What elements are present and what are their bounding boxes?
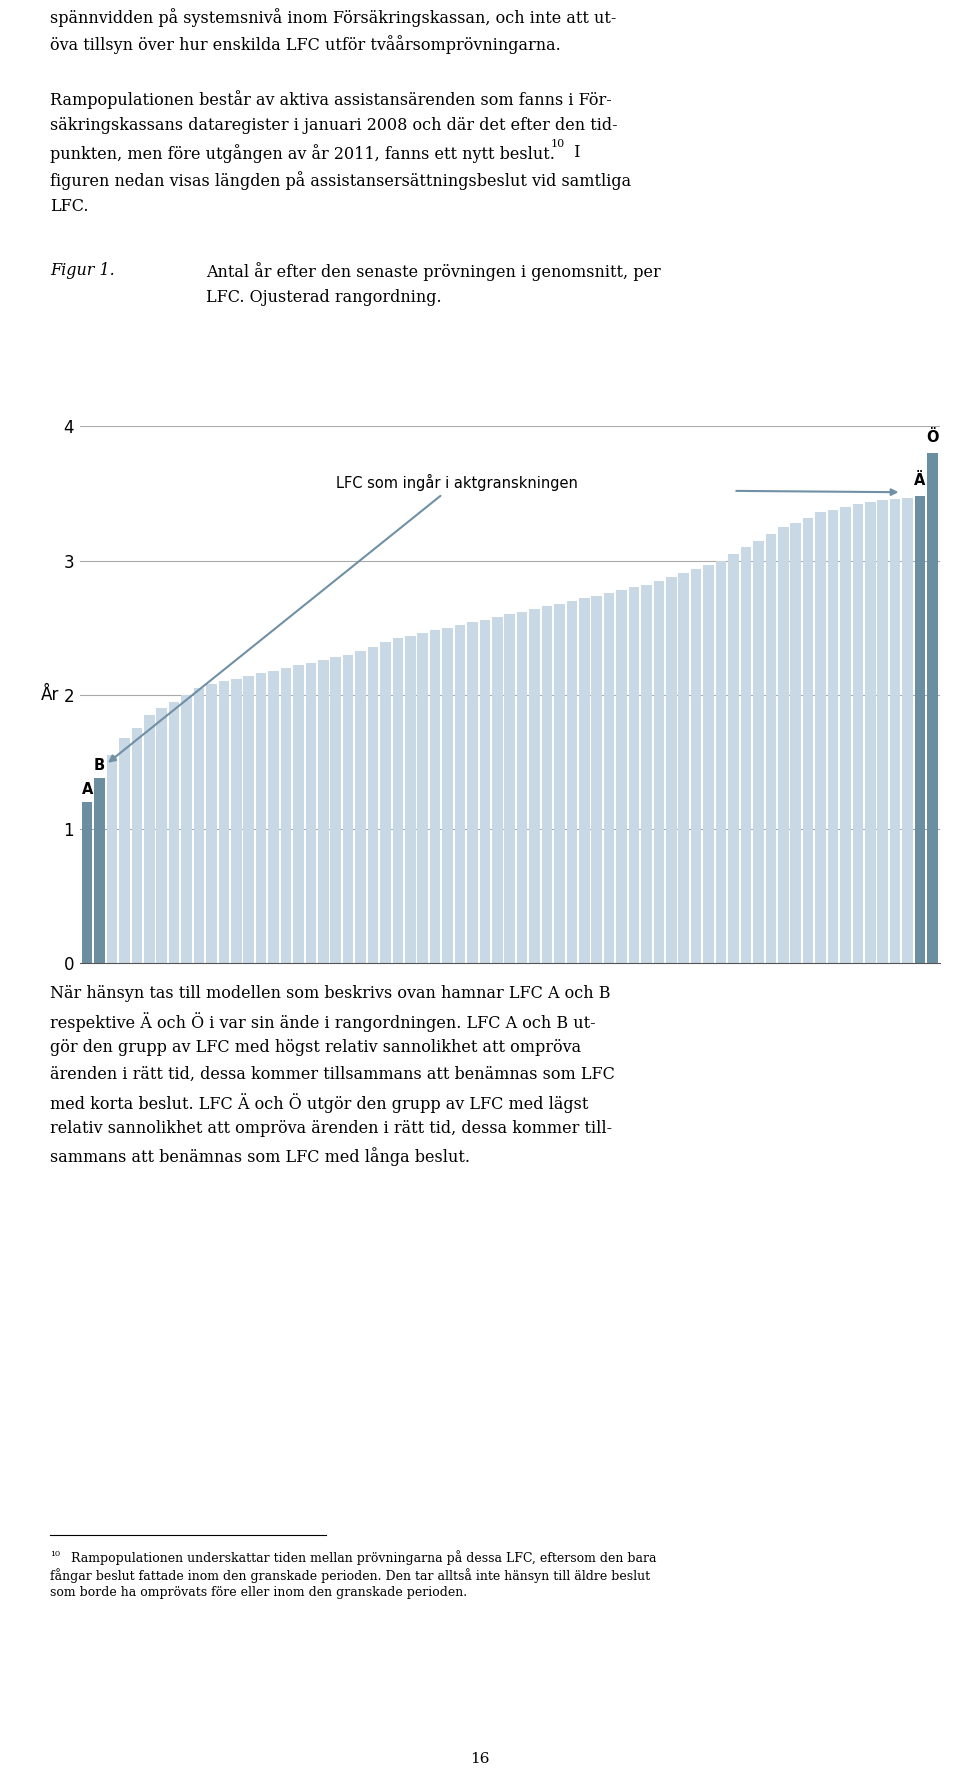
Text: Rampopulationen underskattar tiden mellan prövningarna på dessa LFC, eftersom de: Rampopulationen underskattar tiden mella… [71,1550,657,1566]
Text: Ö: Ö [926,430,939,446]
Bar [393,638,403,963]
Bar [468,622,478,963]
Bar [828,510,838,963]
Bar [268,670,278,963]
Bar [430,631,441,963]
Bar [765,533,776,963]
Bar [790,522,801,963]
Text: punkten, men före utgången av år 2011, fanns ett nytt beslut.: punkten, men före utgången av år 2011, f… [50,144,555,163]
Bar [865,501,876,963]
Bar [815,512,826,963]
Bar [504,615,516,963]
Bar [231,679,242,963]
Bar [741,547,752,963]
Text: 16: 16 [470,1752,490,1766]
Text: fångar beslut fattade inom den granskade perioden. Den tar alltså inte hänsyn ti: fångar beslut fattade inom den granskade… [50,1567,650,1583]
Text: respektive Ä och Ö i var sin ände i rangordningen. LFC A och B ut-: respektive Ä och Ö i var sin ände i rang… [50,1011,595,1032]
Text: spännvidden på systemsnivå inom Försäkringskassan, och inte att ut-: spännvidden på systemsnivå inom Försäkri… [50,9,616,27]
Bar [654,581,664,963]
Bar [368,647,378,963]
Bar [691,569,702,963]
Bar [305,663,316,963]
Text: Figur 1.: Figur 1. [50,261,114,279]
Bar [318,659,328,963]
Bar [82,801,92,963]
Bar [480,620,491,963]
Bar [927,453,938,963]
Text: med korta beslut. LFC Ä och Ö utgör den grupp av LFC med lägst: med korta beslut. LFC Ä och Ö utgör den … [50,1093,588,1112]
Bar [355,650,366,963]
Bar [666,578,677,963]
Bar [181,695,192,963]
Text: figuren nedan visas längden på assistansersättningsbeslut vid samtliga: figuren nedan visas längden på assistans… [50,171,631,190]
Text: säkringskassans dataregister i januari 2008 och där det efter den tid-: säkringskassans dataregister i januari 2… [50,117,617,133]
Bar [529,610,540,963]
Bar [418,633,428,963]
Bar [219,681,229,963]
Bar [890,499,900,963]
Bar [132,729,142,963]
Bar [380,643,391,963]
Text: LFC. Ojusterad rangordning.: LFC. Ojusterad rangordning. [206,290,442,306]
Text: öva tillsyn över hur enskilda LFC utför tvåårsomprövningarna.: öva tillsyn över hur enskilda LFC utför … [50,36,561,53]
Bar [194,688,204,963]
Bar [443,627,453,963]
Bar [566,601,577,963]
Bar [591,595,602,963]
Text: B: B [94,757,106,773]
Bar [616,590,627,963]
Bar [492,617,503,963]
Bar [94,778,105,963]
Y-axis label: År: År [40,686,59,704]
Bar [902,498,913,963]
Bar [704,565,714,963]
Text: Antal år efter den senaste prövningen i genomsnitt, per: Antal år efter den senaste prövningen i … [206,261,661,281]
Bar [915,496,925,963]
Bar [169,702,180,963]
Bar [119,737,130,963]
Bar [716,562,727,963]
Bar [144,714,155,963]
Bar [641,585,652,963]
Bar [803,517,813,963]
Text: När hänsyn tas till modellen som beskrivs ovan hamnar LFC A och B: När hänsyn tas till modellen som beskriv… [50,984,611,1002]
Bar [256,673,267,963]
Bar [629,588,639,963]
Bar [516,611,527,963]
Bar [206,684,217,963]
Bar [107,755,117,963]
Bar [280,668,291,963]
Text: Rampopulationen består av aktiva assistansärenden som fanns i För-: Rampopulationen består av aktiva assista… [50,91,612,108]
Text: I: I [569,144,581,162]
Bar [840,506,851,963]
Text: sammans att benämnas som LFC med långa beslut.: sammans att benämnas som LFC med långa b… [50,1146,470,1166]
Bar [343,654,353,963]
Text: A: A [82,782,93,796]
Bar [852,505,863,963]
Bar [293,665,303,963]
Bar [729,554,739,963]
Bar [679,572,689,963]
Bar [156,709,167,963]
Bar [778,528,788,963]
Bar [579,599,589,963]
Text: LFC som ingår i aktgranskningen: LFC som ingår i aktgranskningen [109,474,578,761]
Text: relativ sannolikhet att ompröva ärenden i rätt tid, dessa kommer till-: relativ sannolikhet att ompröva ärenden … [50,1120,612,1137]
Bar [405,636,416,963]
Text: Ä: Ä [914,473,925,489]
Text: som borde ha omprövats före eller inom den granskade perioden.: som borde ha omprövats före eller inom d… [50,1587,468,1599]
Bar [604,594,614,963]
Bar [330,657,341,963]
Text: LFC.: LFC. [50,197,88,215]
Bar [244,675,254,963]
Text: ärenden i rätt tid, dessa kommer tillsammans att benämnas som LFC: ärenden i rätt tid, dessa kommer tillsam… [50,1066,614,1082]
Text: ¹⁰: ¹⁰ [50,1550,60,1564]
Bar [753,540,763,963]
Bar [541,606,552,963]
Bar [877,501,888,963]
Text: gör den grupp av LFC med högst relativ sannolikhet att ompröva: gör den grupp av LFC med högst relativ s… [50,1040,581,1056]
Bar [554,604,564,963]
Bar [455,626,466,963]
Text: 10: 10 [551,139,565,149]
